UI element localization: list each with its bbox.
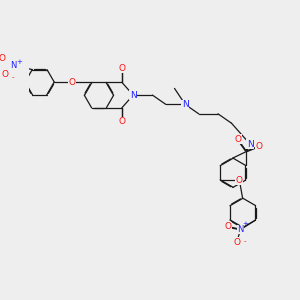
Text: -: - <box>244 238 246 244</box>
Text: O: O <box>69 78 76 87</box>
Text: N: N <box>182 100 189 109</box>
Text: O: O <box>118 117 125 126</box>
Text: N: N <box>247 140 253 149</box>
Text: +: + <box>242 221 248 227</box>
Text: O: O <box>234 135 241 144</box>
Text: -: - <box>12 75 14 81</box>
Text: O: O <box>236 176 243 184</box>
Text: O: O <box>118 64 125 73</box>
Text: N: N <box>237 225 244 234</box>
Text: N: N <box>130 91 136 100</box>
Text: O: O <box>255 142 262 151</box>
Text: O: O <box>2 70 9 80</box>
Text: O: O <box>0 54 5 63</box>
Text: +: + <box>16 58 22 64</box>
Text: O: O <box>224 222 231 231</box>
Text: N: N <box>10 61 16 70</box>
Text: O: O <box>233 238 240 247</box>
